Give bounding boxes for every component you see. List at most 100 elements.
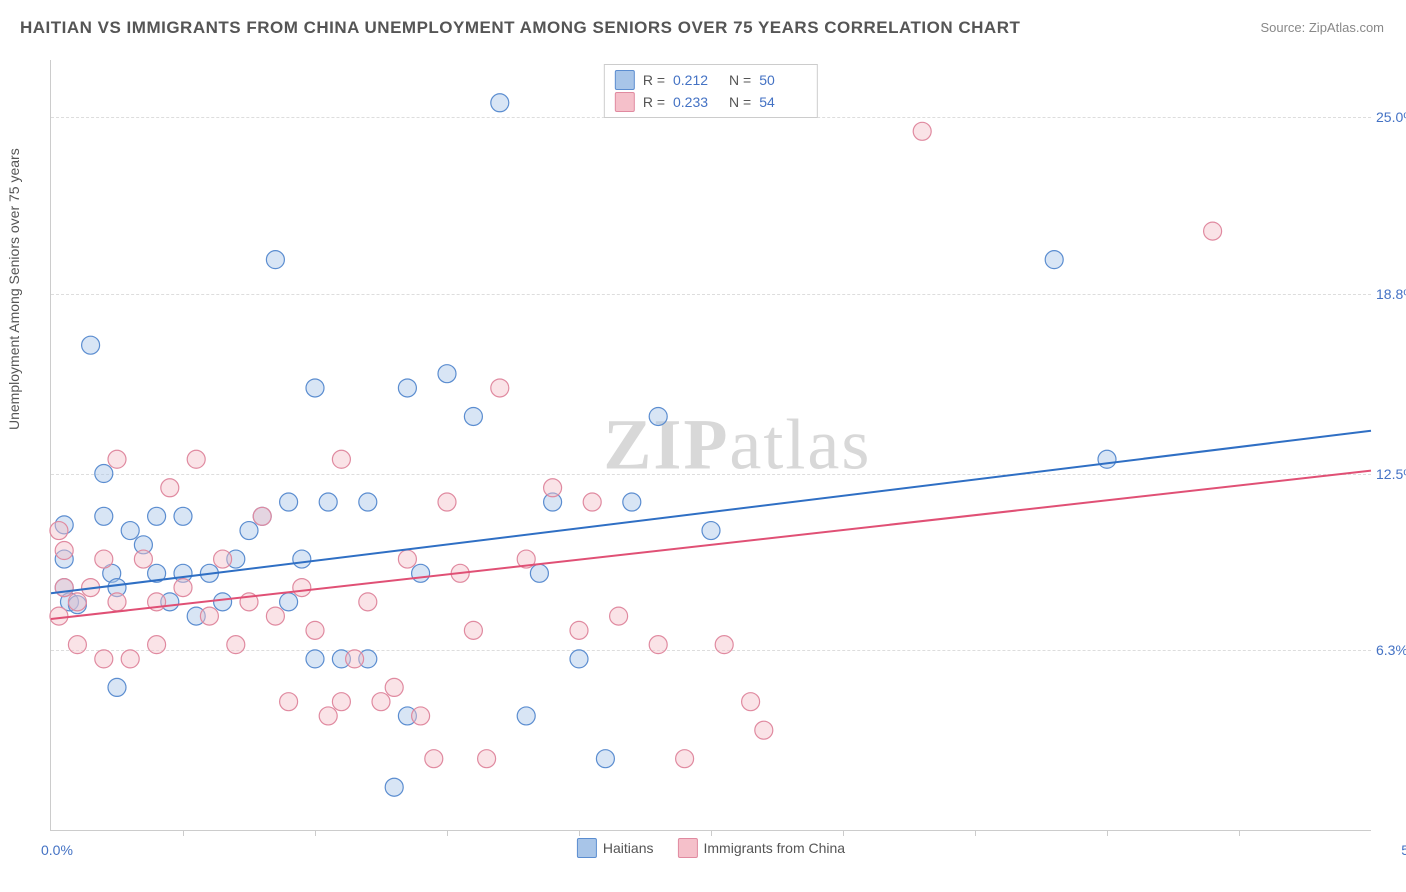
scatter-point	[95, 550, 113, 568]
scatter-point	[583, 493, 601, 511]
chart-title: HAITIAN VS IMMIGRANTS FROM CHINA UNEMPLO…	[20, 18, 1020, 38]
scatter-point	[398, 550, 416, 568]
y-axis-label: Unemployment Among Seniors over 75 years	[6, 148, 22, 430]
trend-line	[51, 431, 1371, 594]
scatter-point	[95, 650, 113, 668]
x-tick	[1107, 830, 1108, 836]
scatter-point	[214, 550, 232, 568]
stats-row-china: R = 0.233 N = 54	[615, 91, 807, 113]
x-tick	[975, 830, 976, 836]
scatter-point	[161, 479, 179, 497]
scatter-point	[649, 407, 667, 425]
scatter-point	[702, 522, 720, 540]
scatter-point	[332, 693, 350, 711]
scatter-point	[187, 450, 205, 468]
n-label: N =	[729, 91, 751, 113]
scatter-point	[464, 407, 482, 425]
scatter-point	[240, 522, 258, 540]
scatter-point	[913, 122, 931, 140]
scatter-point	[412, 564, 430, 582]
x-tick	[1239, 830, 1240, 836]
scatter-point	[134, 550, 152, 568]
scatter-point	[491, 379, 509, 397]
scatter-plot-svg	[51, 60, 1371, 830]
trend-line	[51, 471, 1371, 619]
scatter-point	[148, 507, 166, 525]
n-value-haitians: 50	[759, 69, 807, 91]
scatter-point	[108, 593, 126, 611]
y-tick-label: 18.8%	[1376, 286, 1406, 302]
legend-item-china: Immigrants from China	[678, 838, 846, 858]
x-tick	[711, 830, 712, 836]
swatch-haitians	[615, 70, 635, 90]
source-label: Source: ZipAtlas.com	[1260, 20, 1384, 35]
scatter-point	[227, 636, 245, 654]
scatter-point	[95, 507, 113, 525]
scatter-point	[214, 593, 232, 611]
scatter-point	[293, 550, 311, 568]
x-axis-max-label: 50.0%	[1401, 842, 1406, 858]
x-tick	[447, 830, 448, 836]
scatter-point	[398, 379, 416, 397]
scatter-point	[596, 750, 614, 768]
r-label: R =	[643, 69, 665, 91]
scatter-point	[755, 721, 773, 739]
swatch-haitians	[577, 838, 597, 858]
scatter-point	[544, 479, 562, 497]
scatter-point	[55, 542, 73, 560]
scatter-point	[742, 693, 760, 711]
scatter-point	[280, 693, 298, 711]
scatter-point	[306, 621, 324, 639]
scatter-point	[68, 593, 86, 611]
x-tick	[183, 830, 184, 836]
scatter-point	[359, 593, 377, 611]
scatter-point	[82, 336, 100, 354]
scatter-point	[266, 607, 284, 625]
scatter-point	[108, 678, 126, 696]
scatter-point	[372, 693, 390, 711]
scatter-point	[491, 94, 509, 112]
scatter-point	[108, 450, 126, 468]
series-legend: Haitians Immigrants from China	[577, 838, 845, 858]
scatter-point	[50, 607, 68, 625]
scatter-point	[50, 522, 68, 540]
scatter-point	[676, 750, 694, 768]
scatter-point	[425, 750, 443, 768]
scatter-point	[253, 507, 271, 525]
legend-label-haitians: Haitians	[603, 840, 654, 856]
scatter-point	[200, 607, 218, 625]
legend-label-china: Immigrants from China	[704, 840, 846, 856]
scatter-point	[1098, 450, 1116, 468]
y-tick-label: 12.5%	[1376, 466, 1406, 482]
scatter-point	[266, 251, 284, 269]
scatter-point	[280, 493, 298, 511]
scatter-point	[530, 564, 548, 582]
scatter-point	[1204, 222, 1222, 240]
x-axis-min-label: 0.0%	[41, 842, 73, 858]
n-value-china: 54	[759, 91, 807, 113]
scatter-point	[319, 707, 337, 725]
scatter-point	[438, 493, 456, 511]
swatch-china	[678, 838, 698, 858]
scatter-point	[55, 579, 73, 597]
scatter-point	[306, 379, 324, 397]
scatter-point	[95, 465, 113, 483]
x-tick	[579, 830, 580, 836]
scatter-point	[478, 750, 496, 768]
scatter-point	[570, 621, 588, 639]
scatter-point	[517, 707, 535, 725]
scatter-point	[68, 636, 86, 654]
scatter-point	[570, 650, 588, 668]
stats-legend: R = 0.212 N = 50 R = 0.233 N = 54	[604, 64, 818, 118]
scatter-point	[319, 493, 337, 511]
scatter-point	[293, 579, 311, 597]
y-tick-label: 6.3%	[1376, 642, 1406, 658]
scatter-point	[346, 650, 364, 668]
scatter-point	[1045, 251, 1063, 269]
scatter-point	[306, 650, 324, 668]
x-tick	[315, 830, 316, 836]
scatter-point	[174, 507, 192, 525]
scatter-point	[412, 707, 430, 725]
x-tick	[843, 830, 844, 836]
scatter-point	[715, 636, 733, 654]
